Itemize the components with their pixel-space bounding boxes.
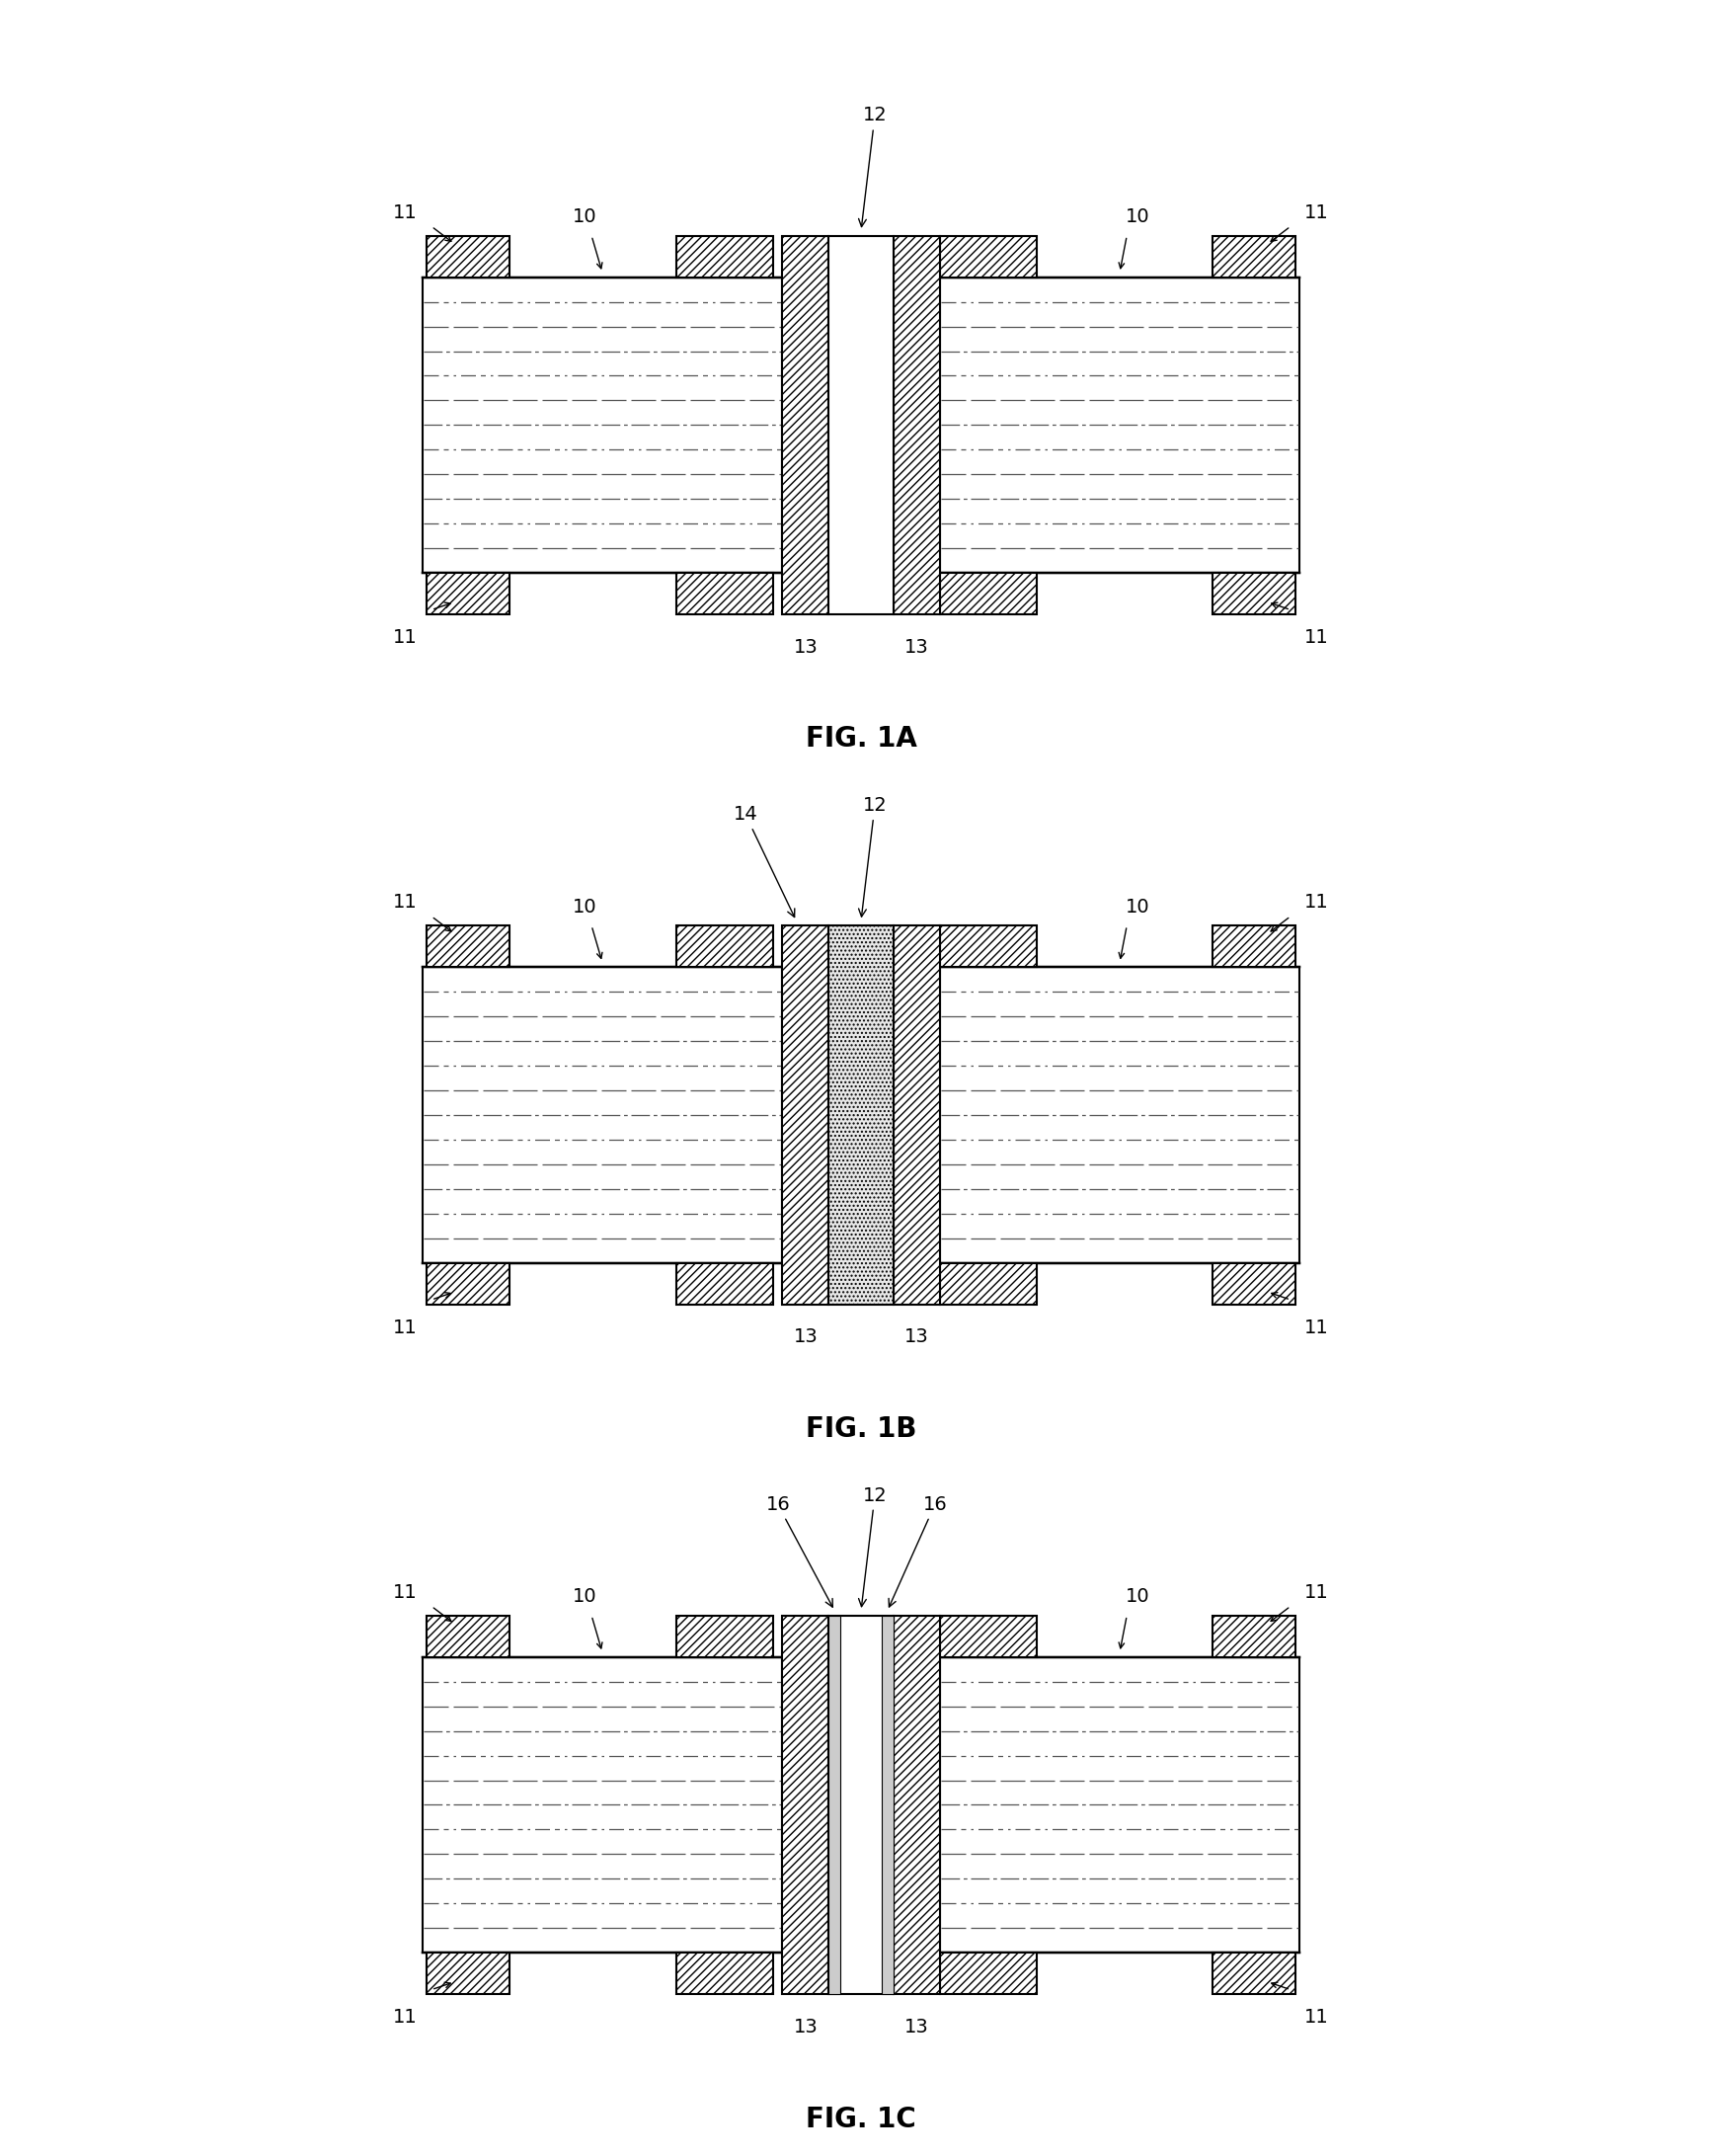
Text: 10: 10: [572, 897, 596, 916]
Bar: [677, 925, 773, 968]
Text: 13: 13: [794, 1328, 818, 1345]
Text: 11: 11: [1304, 893, 1329, 912]
Text: FIG. 1C: FIG. 1C: [806, 2104, 916, 2132]
Text: FIG. 1A: FIG. 1A: [806, 724, 916, 752]
Text: 11: 11: [1304, 627, 1329, 647]
Bar: [940, 278, 1300, 573]
Text: 16: 16: [889, 1496, 947, 1606]
Bar: [828, 1615, 840, 1994]
Text: 11: 11: [393, 203, 418, 222]
Bar: [940, 1953, 1037, 1994]
Bar: [422, 1658, 782, 1953]
Bar: [894, 925, 940, 1304]
Bar: [940, 573, 1037, 614]
Bar: [677, 573, 773, 614]
Bar: [1212, 573, 1295, 614]
Bar: [1212, 235, 1295, 278]
Bar: [940, 235, 1037, 278]
Bar: [782, 1615, 828, 1994]
Text: 11: 11: [393, 893, 418, 912]
Bar: [828, 925, 894, 1304]
Text: 12: 12: [859, 106, 887, 226]
Bar: [940, 925, 1037, 968]
Text: 14: 14: [734, 806, 794, 916]
Bar: [782, 925, 828, 1304]
Bar: [1212, 1953, 1295, 1994]
Text: 13: 13: [794, 638, 818, 655]
Text: 11: 11: [1304, 1317, 1329, 1337]
Text: 10: 10: [1126, 1587, 1150, 1606]
Bar: [677, 235, 773, 278]
Bar: [1212, 1263, 1295, 1304]
Bar: [427, 1263, 510, 1304]
Text: 10: 10: [1126, 897, 1150, 916]
Text: 10: 10: [1126, 207, 1150, 226]
Bar: [940, 968, 1300, 1263]
Text: 11: 11: [1304, 2007, 1329, 2027]
Bar: [422, 968, 782, 1263]
Bar: [422, 278, 782, 573]
Text: 16: 16: [766, 1496, 833, 1606]
Bar: [677, 1953, 773, 1994]
Bar: [828, 1615, 894, 1994]
Text: 13: 13: [904, 1328, 928, 1345]
Text: 11: 11: [393, 627, 418, 647]
Bar: [940, 1263, 1037, 1304]
Bar: [828, 235, 894, 614]
Bar: [427, 573, 510, 614]
Bar: [427, 925, 510, 968]
Bar: [882, 1615, 894, 1994]
Bar: [1212, 1615, 1295, 1658]
Bar: [427, 1615, 510, 1658]
Bar: [677, 1263, 773, 1304]
Text: 10: 10: [572, 207, 596, 226]
Text: 11: 11: [393, 2007, 418, 2027]
Text: 11: 11: [393, 1583, 418, 1602]
Bar: [940, 1615, 1037, 1658]
Text: 13: 13: [794, 2018, 818, 2035]
Bar: [1212, 925, 1295, 968]
Text: 10: 10: [572, 1587, 596, 1606]
Bar: [782, 235, 828, 614]
Text: 11: 11: [1304, 203, 1329, 222]
Text: 12: 12: [859, 796, 887, 916]
Text: 13: 13: [904, 2018, 928, 2035]
Text: 11: 11: [393, 1317, 418, 1337]
Bar: [427, 1953, 510, 1994]
Bar: [427, 235, 510, 278]
Bar: [894, 1615, 940, 1994]
Bar: [677, 1615, 773, 1658]
Bar: [894, 235, 940, 614]
Text: 11: 11: [1304, 1583, 1329, 1602]
Bar: [940, 1658, 1300, 1953]
Text: FIG. 1B: FIG. 1B: [806, 1414, 916, 1442]
Text: 13: 13: [904, 638, 928, 655]
Text: 12: 12: [859, 1485, 887, 1606]
